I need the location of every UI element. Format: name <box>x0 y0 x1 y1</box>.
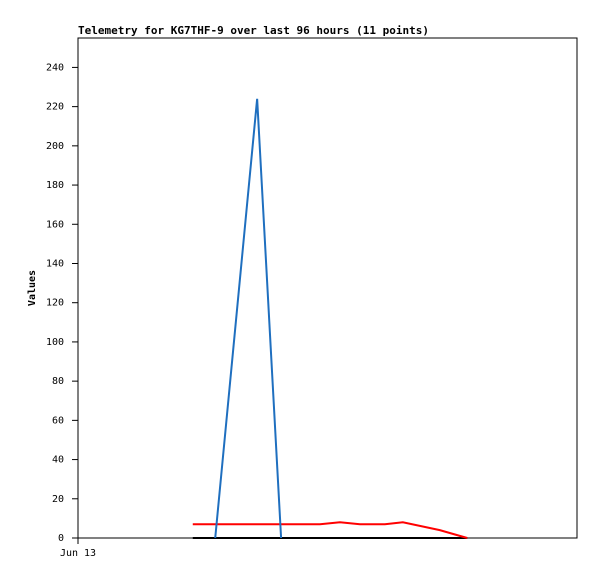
y-tick-label: 240 <box>46 62 64 73</box>
chart-title: Telemetry for KG7THF-9 over last 96 hour… <box>78 24 429 37</box>
y-tick-label: 0 <box>58 533 64 544</box>
y-axis-label: Values <box>27 270 38 306</box>
series-line <box>192 521 468 539</box>
y-tick-label: 160 <box>46 219 64 230</box>
x-tick-label: Jun 13 <box>60 548 96 559</box>
y-tick-label: 140 <box>46 258 64 269</box>
y-tick-label: 200 <box>46 141 64 152</box>
y-tick-label: 80 <box>52 376 64 387</box>
y-tick-label: 20 <box>52 494 64 505</box>
y-tick-label: 40 <box>52 455 64 466</box>
y-tick-label: 60 <box>52 415 64 426</box>
y-tick-label: 120 <box>46 298 64 309</box>
plot-frame <box>77 37 578 539</box>
y-tick-label: 220 <box>46 102 64 113</box>
y-tick-label: 100 <box>46 337 64 348</box>
series-line <box>214 98 283 539</box>
y-tick-label: 180 <box>46 180 64 191</box>
